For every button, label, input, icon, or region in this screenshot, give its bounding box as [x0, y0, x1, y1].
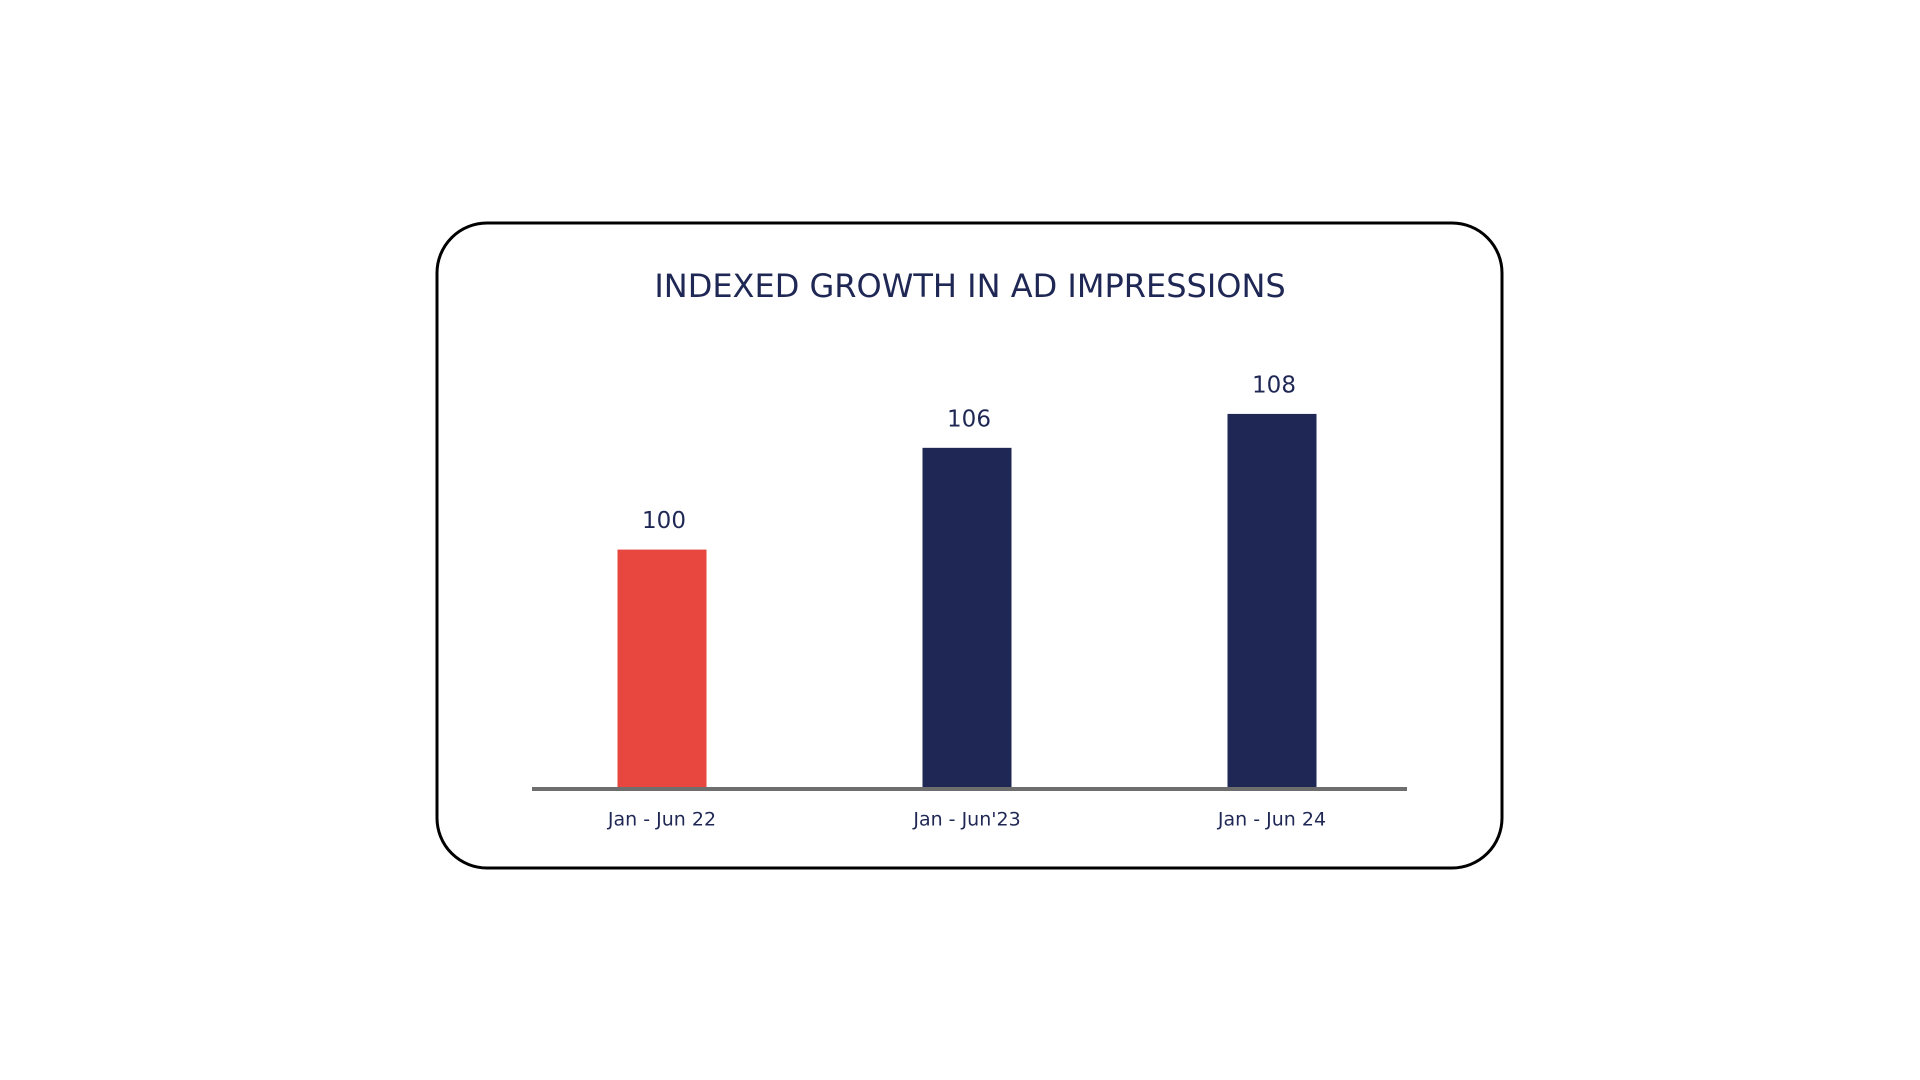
x-tick-label: Jan - Jun 22 [607, 809, 716, 831]
value-label: 108 [1252, 372, 1296, 398]
bar [922, 447, 1012, 787]
bar [1227, 413, 1317, 787]
chart-title: INDEXED GROWTH IN AD IMPRESSIONS [654, 267, 1285, 305]
value-label: 100 [642, 508, 686, 534]
value-label: 106 [947, 406, 991, 432]
x-tick-label: Jan - Jun'23 [912, 809, 1020, 831]
x-tick-label: Jan - Jun 24 [1217, 809, 1326, 831]
bar [617, 549, 707, 787]
